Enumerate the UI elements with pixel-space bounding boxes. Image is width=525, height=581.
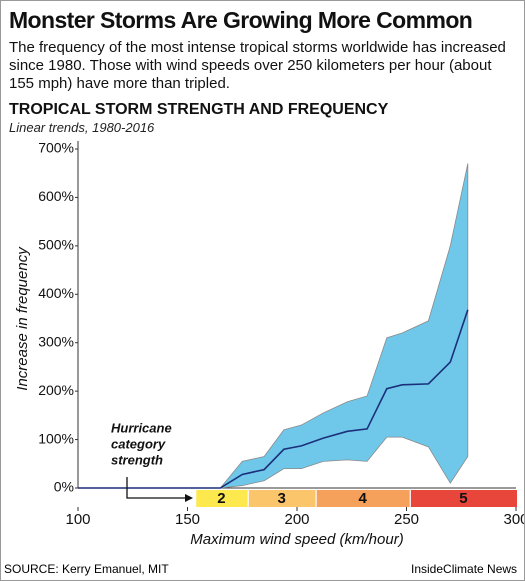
- y-tick-label: 200%: [38, 382, 74, 398]
- y-tick-label: 600%: [38, 188, 74, 204]
- category-segment: [196, 490, 248, 507]
- category-segment: [410, 490, 517, 507]
- x-tick-label: 300: [503, 511, 524, 528]
- category-segment: [316, 490, 410, 507]
- annotation-arrow: [126, 477, 187, 499]
- y-tick-label: 100%: [38, 430, 74, 446]
- category-segment: [248, 490, 316, 507]
- y-axis-label: Increase in frequency: [14, 246, 31, 391]
- trend-line: [78, 309, 469, 489]
- category-label: 2: [217, 490, 225, 507]
- category-label: 3: [277, 490, 285, 507]
- annotation: Hurricane: [111, 420, 172, 435]
- annotation: category: [111, 436, 166, 451]
- x-axis-label: Maximum wind speed (km/hour): [190, 531, 403, 548]
- arrow-head: [185, 494, 193, 502]
- x-tick-label: 200: [284, 511, 309, 528]
- y-tick-label: 700%: [38, 140, 74, 156]
- chart-subtitle: Linear trends, 1980-2016: [9, 120, 155, 135]
- y-tick-label: 300%: [38, 333, 74, 349]
- headline: Monster Storms Are Growing More Common: [9, 7, 473, 33]
- description: The frequency of the most intense tropic…: [9, 39, 506, 92]
- y-tick-label: 400%: [38, 285, 74, 301]
- category-label: 5: [459, 490, 467, 507]
- chart-title: TROPICAL STORM STRENGTH AND FREQUENCY: [9, 101, 389, 118]
- category-label: 4: [359, 490, 368, 507]
- source: SOURCE: Kerry Emanuel, MIT: [4, 562, 169, 576]
- x-tick-label: 150: [175, 511, 200, 528]
- y-tick-label: 500%: [38, 237, 74, 253]
- credit: InsideClimate News: [411, 562, 518, 576]
- y-tick-label: 0%: [54, 479, 74, 495]
- x-tick-label: 100: [65, 511, 90, 528]
- x-tick-label: 250: [394, 511, 419, 528]
- annotation: strength: [111, 452, 163, 467]
